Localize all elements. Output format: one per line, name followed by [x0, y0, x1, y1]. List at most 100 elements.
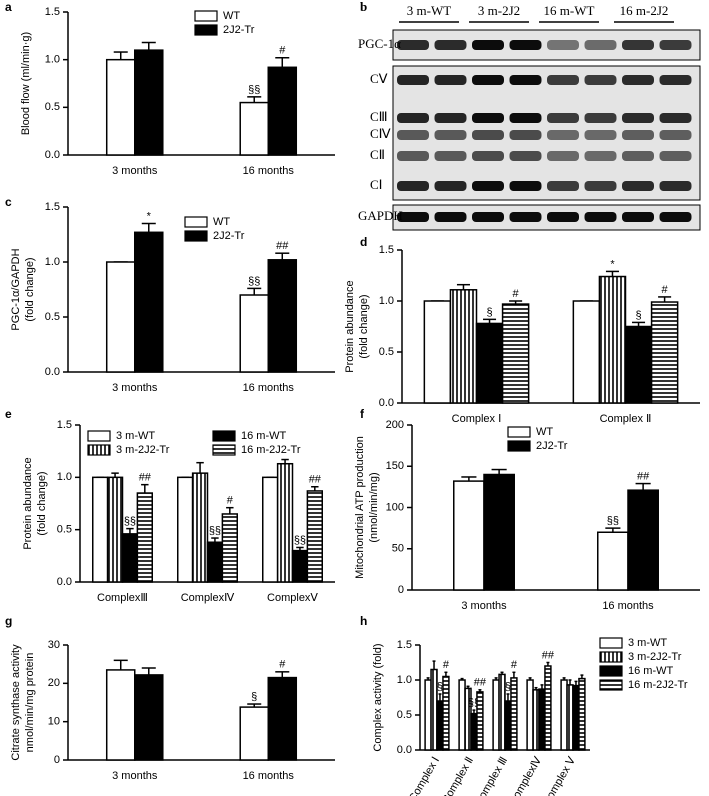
band — [659, 130, 692, 140]
x-tick-label: 3 months — [461, 600, 507, 612]
y-tick-label: 1.0 — [379, 295, 394, 307]
legend-swatch — [184, 216, 208, 228]
band — [509, 130, 542, 140]
x-tick-label: 16 months — [243, 165, 295, 177]
band — [547, 212, 579, 222]
y-tick-label: 1.0 — [57, 471, 72, 483]
bar — [239, 706, 269, 761]
y-tick-label: 1.5 — [45, 201, 60, 213]
significance: # — [227, 495, 234, 507]
bar — [291, 549, 309, 583]
bar — [106, 476, 124, 583]
bar — [476, 691, 484, 751]
chart-panel: d Protein abundance (fold change) 0.0 0.5 1.0… — [344, 235, 700, 425]
bar — [458, 679, 466, 751]
bar — [105, 669, 136, 761]
legend-swatch — [194, 24, 218, 36]
significance: # — [511, 659, 518, 671]
band-label: CⅠ — [370, 177, 383, 192]
band — [397, 212, 429, 222]
legend-swatch — [194, 10, 218, 22]
bar — [624, 325, 653, 404]
band — [434, 40, 467, 50]
band — [547, 75, 579, 85]
bar — [267, 66, 298, 156]
legend-label: 16 m-2J2-Tr — [628, 679, 688, 691]
x-tick-label: ComplexⅣ — [181, 592, 235, 604]
y-axis-label: Protein abundance — [344, 280, 356, 372]
band — [547, 130, 579, 140]
bar — [572, 684, 580, 751]
legend-swatch — [599, 679, 623, 691]
band — [434, 113, 467, 123]
band — [659, 75, 692, 85]
panel-letter: b — [360, 0, 367, 14]
significance: # — [279, 45, 286, 57]
bar — [483, 473, 515, 591]
band — [622, 151, 654, 161]
significance: # — [662, 284, 669, 296]
panel-letter: g — [5, 614, 12, 628]
bar — [453, 480, 485, 591]
band — [659, 151, 692, 161]
legend-label: 3 m-WT — [116, 430, 155, 442]
band — [622, 113, 654, 123]
legend-label: 16 m-WT — [628, 665, 674, 677]
y-tick-label: 0.5 — [379, 346, 394, 358]
band — [509, 181, 542, 191]
y-axis-label: Protein abundance — [22, 457, 34, 549]
significance: ## — [139, 472, 152, 484]
band — [509, 75, 542, 85]
bar — [532, 689, 540, 751]
y-tick-label: 0.0 — [57, 576, 72, 588]
bar — [206, 541, 224, 583]
band-label: CⅢ — [370, 109, 388, 124]
y-tick-label: 1.5 — [397, 639, 412, 651]
chart-panel: h Complex activity (fold) 0.0 0.5 1.0 1.5 Comp… — [360, 614, 688, 796]
band — [659, 113, 692, 123]
bar — [121, 533, 139, 583]
band — [472, 151, 504, 161]
x-tick-label: ComplexⅣ — [507, 754, 545, 796]
y-tick-label: 1.5 — [379, 244, 394, 256]
western-blot: b 3 m-WT 3 m-2J2 16 m-WT 16 m-2J2 PGC-1α CⅤ CⅢ… — [358, 0, 701, 231]
significance: ## — [637, 470, 650, 482]
band — [397, 40, 429, 50]
legend-swatch — [212, 444, 236, 456]
band-label: CⅤ — [370, 71, 388, 86]
legend-label: 16 m-2J2-Tr — [241, 444, 301, 456]
band — [472, 212, 504, 222]
y-axis-label: Mitochondrial ATP production — [354, 436, 366, 579]
band — [509, 40, 542, 50]
bar — [504, 700, 512, 751]
legend-label: 3 m-2J2-Tr — [116, 444, 170, 456]
y-tick-label: 0.5 — [45, 311, 60, 323]
legend-label: 2J2-Tr — [213, 230, 245, 242]
bar — [470, 712, 478, 751]
band — [584, 181, 617, 191]
y-tick-label: 0.0 — [45, 149, 60, 161]
band-label: CⅡ — [370, 147, 385, 162]
y-axis-label: (fold change) — [36, 471, 48, 535]
y-tick-label: 0.0 — [397, 744, 412, 756]
legend-swatch — [184, 230, 208, 242]
legend-label: 3 m-2J2-Tr — [628, 651, 682, 663]
band — [434, 181, 467, 191]
band — [434, 75, 467, 85]
legend-label: WT — [223, 10, 240, 22]
band — [622, 181, 654, 191]
y-tick-label: 1.0 — [45, 54, 60, 66]
significance: §§ — [248, 275, 260, 287]
y-tick-label: 0 — [54, 754, 60, 766]
legend-swatch — [212, 430, 236, 442]
band — [659, 40, 692, 50]
bar — [510, 677, 518, 751]
band-label: CⅣ — [370, 126, 391, 141]
band — [397, 151, 429, 161]
panel-letter: f — [360, 407, 365, 421]
significance: ## — [276, 240, 289, 252]
lane-label: 16 m-2J2 — [620, 3, 669, 18]
y-tick-label: 0.5 — [397, 709, 412, 721]
bar — [598, 275, 627, 404]
bar — [436, 700, 444, 751]
